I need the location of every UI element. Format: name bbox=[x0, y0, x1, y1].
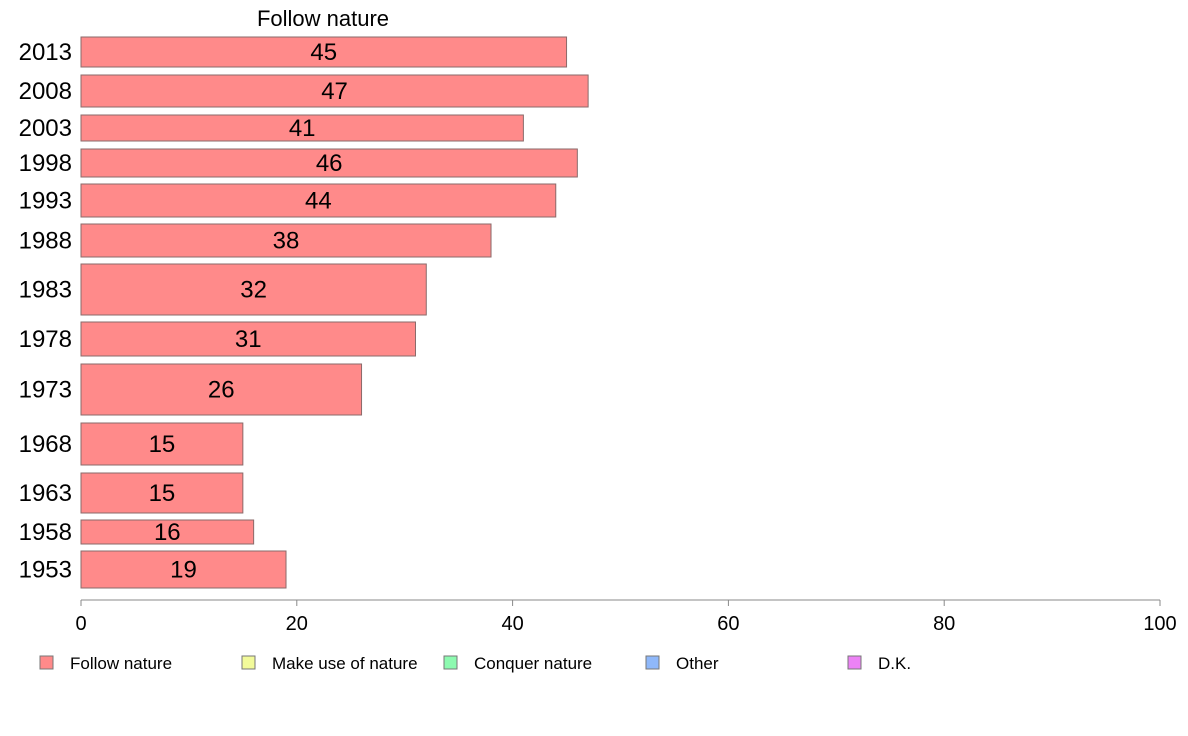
bar-2013 bbox=[80, 36, 568, 68]
bar-1953 bbox=[80, 550, 287, 589]
legend-label-1: Make use of nature bbox=[272, 654, 418, 673]
legend-swatch-2 bbox=[443, 655, 458, 670]
bar-1978 bbox=[80, 321, 416, 357]
category-label-1968: 1968 bbox=[19, 431, 72, 458]
bar-1968 bbox=[80, 422, 244, 466]
value-label-1988: 38 bbox=[273, 228, 300, 255]
value-label-1993: 44 bbox=[305, 188, 332, 215]
value-label-1978: 31 bbox=[235, 326, 262, 353]
legend-swatch-3 bbox=[645, 655, 660, 670]
value-label-1998: 46 bbox=[316, 150, 343, 177]
bar-1988 bbox=[80, 223, 492, 258]
legend-swatch-1 bbox=[241, 655, 256, 670]
bar-1983 bbox=[80, 263, 427, 316]
legend-label-0: Follow nature bbox=[70, 654, 172, 673]
bar-1973 bbox=[80, 363, 363, 416]
category-label-1978: 1978 bbox=[19, 326, 72, 353]
category-label-2003: 2003 bbox=[19, 115, 72, 142]
x-tick-label-20: 20 bbox=[286, 613, 308, 635]
value-label-1983: 32 bbox=[240, 277, 267, 304]
legend-swatch-4 bbox=[847, 655, 862, 670]
bars-group: 2013 45 2008 47 2003 41 1998 46 1993 44 1988 38 1983… bbox=[19, 36, 589, 589]
legend-swatch-0 bbox=[39, 655, 54, 670]
value-label-1953: 19 bbox=[170, 557, 197, 584]
x-axis: 0 20 40 60 80 100 bbox=[75, 599, 1177, 635]
category-label-1988: 1988 bbox=[19, 228, 72, 255]
bar-1958 bbox=[80, 519, 255, 545]
category-label-1983: 1983 bbox=[19, 277, 72, 304]
category-label-1998: 1998 bbox=[19, 150, 72, 177]
bar-1963 bbox=[80, 472, 244, 514]
chart-title: Follow nature bbox=[257, 6, 389, 31]
category-label-1963: 1963 bbox=[19, 480, 72, 507]
x-tick-label-60: 60 bbox=[717, 613, 739, 635]
x-tick-label-0: 0 bbox=[75, 613, 86, 635]
x-tick-label-80: 80 bbox=[933, 613, 955, 635]
bar-2008 bbox=[80, 74, 589, 108]
value-label-2013: 45 bbox=[310, 39, 337, 66]
legend: Follow nature Make use of nature Conquer n… bbox=[39, 654, 911, 673]
bar-1993 bbox=[80, 183, 557, 218]
value-label-1958: 16 bbox=[154, 519, 181, 546]
value-label-2003: 41 bbox=[289, 115, 316, 142]
category-label-2013: 2013 bbox=[19, 39, 72, 66]
category-label-2008: 2008 bbox=[19, 78, 72, 105]
legend-label-2: Conquer nature bbox=[474, 654, 592, 673]
category-label-1953: 1953 bbox=[19, 557, 72, 584]
legend-label-4: D.K. bbox=[878, 654, 911, 673]
category-label-1993: 1993 bbox=[19, 188, 72, 215]
value-label-1968: 15 bbox=[149, 431, 176, 458]
bar-1998 bbox=[80, 148, 578, 178]
category-label-1958: 1958 bbox=[19, 519, 72, 546]
value-label-2008: 47 bbox=[321, 78, 348, 105]
legend-label-3: Other bbox=[676, 654, 719, 673]
value-label-1973: 26 bbox=[208, 377, 235, 404]
bar-2003 bbox=[80, 114, 524, 142]
x-tick-label-40: 40 bbox=[501, 613, 523, 635]
value-label-1963: 15 bbox=[149, 480, 176, 507]
category-label-1973: 1973 bbox=[19, 377, 72, 404]
x-tick-label-100: 100 bbox=[1143, 613, 1176, 635]
